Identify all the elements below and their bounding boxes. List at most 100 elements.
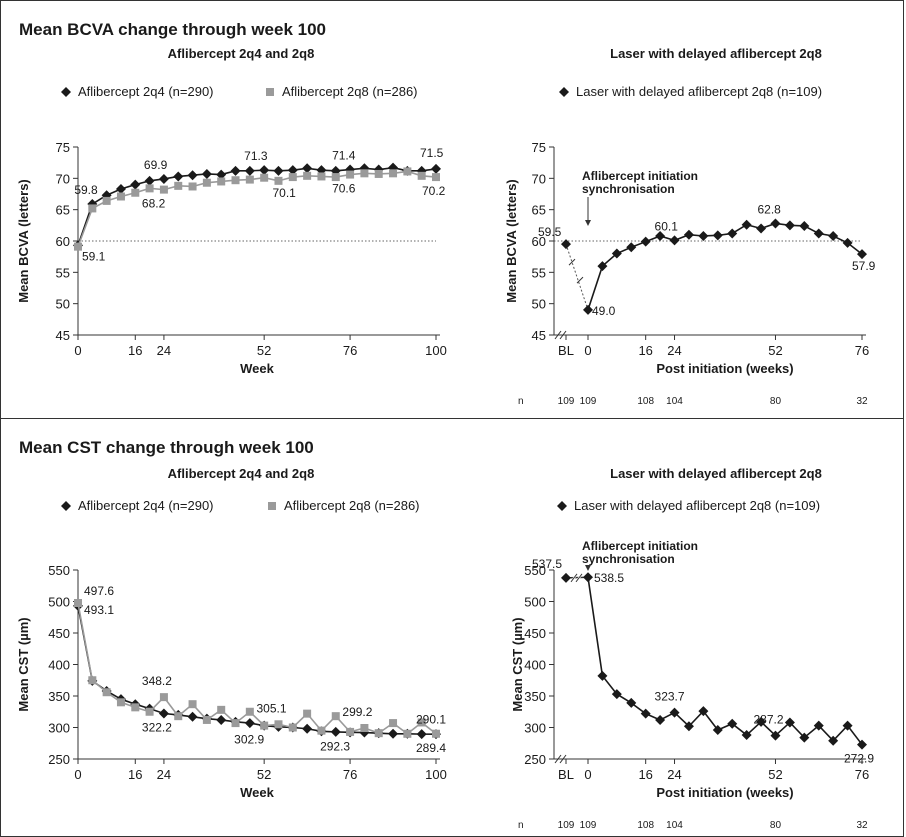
axis-break-mark (559, 330, 567, 340)
y-axis-label: Mean BCVA (letters) (504, 179, 519, 303)
n-row-value: 32 (856, 396, 868, 407)
y-tick-label: 500 (524, 595, 546, 610)
data-label: 71.4 (332, 149, 356, 163)
data-label: 70.2 (422, 184, 446, 198)
data-label: 59.1 (82, 250, 106, 264)
data-label: 538.5 (594, 571, 624, 585)
data-point (770, 730, 781, 741)
n-row-value: 108 (637, 396, 654, 407)
y-tick-label: 250 (524, 752, 546, 767)
n-row-value: 104 (666, 396, 683, 407)
data-label: 71.5 (420, 146, 444, 160)
baseline-connector (565, 243, 589, 311)
data-label: 305.1 (256, 701, 286, 715)
y-tick-label: 55 (56, 265, 70, 280)
data-point (287, 165, 298, 176)
connector-break-mark (576, 276, 584, 284)
data-point (145, 184, 154, 193)
y-tick-label: 350 (48, 689, 70, 704)
x-tick-label: 76 (343, 343, 357, 358)
data-point (202, 715, 211, 724)
data-point (669, 707, 680, 718)
y-tick-label: 450 (48, 626, 70, 641)
connector-break-mark (570, 573, 578, 583)
connector-break-mark (568, 258, 576, 266)
data-point (144, 175, 155, 186)
y-tick-label: 75 (56, 140, 70, 155)
data-point (403, 729, 412, 738)
data-label: 292.3 (320, 739, 350, 753)
legend-entry: Aflibercept 2q8 (n=286) (284, 498, 420, 513)
data-point (331, 173, 340, 182)
data-label: 69.9 (144, 158, 168, 172)
data-point (245, 175, 254, 184)
y-tick-label: 45 (532, 328, 546, 343)
data-point (231, 176, 240, 185)
data-point (712, 725, 723, 736)
data-point (260, 721, 269, 730)
n-row-value: 80 (770, 396, 782, 407)
annotation-arrow-head-icon (585, 220, 591, 226)
data-point (303, 709, 312, 718)
x-tick-label: 24 (667, 767, 681, 782)
y-tick-label: 300 (524, 721, 546, 736)
data-point (273, 165, 284, 176)
y-tick-label: 350 (524, 689, 546, 704)
data-point (288, 173, 297, 182)
data-point (727, 718, 738, 729)
y-axis-label: Mean BCVA (letters) (16, 179, 31, 303)
data-point (828, 735, 839, 746)
data-point (611, 689, 622, 700)
data-point (432, 173, 440, 182)
data-point (683, 721, 694, 732)
data-label: 290.1 (416, 713, 446, 727)
panel-title-bcva: Mean BCVA change through week 100 (19, 20, 327, 39)
y-tick-label: 500 (48, 595, 70, 610)
x-tick-label: 0 (584, 343, 591, 358)
chart-subtitle: Laser with delayed aflibercept 2q8 (610, 466, 822, 481)
data-label: 322.2 (142, 721, 172, 735)
y-tick-label: 70 (56, 171, 70, 186)
data-point (388, 728, 399, 739)
data-label: 71.3 (244, 149, 268, 163)
data-point (346, 727, 355, 736)
data-point (216, 714, 227, 725)
x-tick-label: 52 (257, 767, 271, 782)
data-point (330, 726, 341, 737)
data-label: 70.1 (272, 186, 296, 200)
n-row-value: 80 (770, 820, 782, 831)
y-tick-label: 65 (532, 203, 546, 218)
n-row-value: 109 (558, 396, 575, 407)
data-point (302, 723, 313, 734)
series-line (587, 577, 863, 746)
data-point (74, 599, 82, 608)
data-point (158, 708, 169, 719)
data-point (583, 572, 593, 583)
legend-marker-square-icon (266, 88, 274, 96)
data-point (188, 182, 197, 191)
data-point (417, 718, 426, 727)
data-point (317, 726, 326, 735)
y-tick-label: 70 (532, 171, 546, 186)
y-tick-label: 45 (56, 328, 70, 343)
n-row-value: 104 (666, 820, 683, 831)
data-label: 49.0 (592, 304, 616, 318)
n-row-value: 108 (637, 820, 654, 831)
x-tick-label: 16 (128, 343, 142, 358)
data-label: 68.2 (142, 197, 166, 211)
data-point (74, 242, 82, 251)
x-tick-label: 24 (157, 343, 171, 358)
panel-title-cst: Mean CST change through week 100 (19, 438, 314, 457)
data-point (374, 729, 383, 738)
data-point (698, 706, 709, 717)
x-tick-label: 16 (128, 767, 142, 782)
y-tick-label: 50 (56, 297, 70, 312)
data-point (669, 235, 680, 246)
data-point (88, 204, 97, 213)
data-point (244, 718, 255, 729)
y-tick-label: 400 (524, 658, 546, 673)
data-point (303, 171, 312, 180)
data-point (274, 176, 283, 185)
data-point (145, 707, 154, 716)
